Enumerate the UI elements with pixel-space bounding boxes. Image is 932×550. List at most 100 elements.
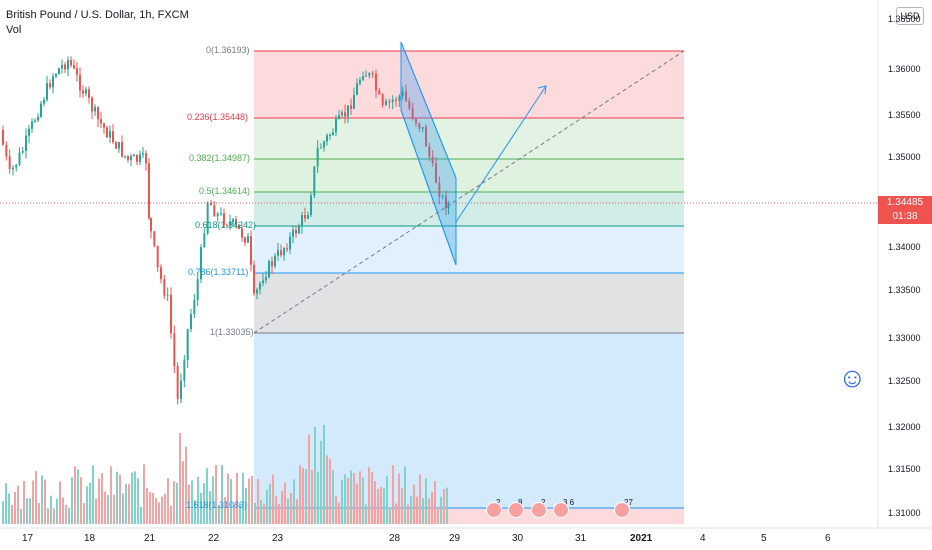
volume-bar: [377, 488, 379, 524]
candle-body: [70, 59, 72, 66]
candle-body: [40, 103, 42, 117]
fib-trend-line[interactable]: [253, 50, 685, 334]
volume-bar: [56, 498, 58, 524]
candle-body: [173, 333, 176, 367]
time-tick-label: 18: [84, 533, 96, 544]
volume-bar: [410, 495, 412, 524]
volume-bar: [155, 498, 157, 524]
candle-body: [301, 214, 303, 227]
candle-body: [259, 283, 261, 290]
volume-bar: [380, 487, 382, 524]
candle-body: [183, 360, 186, 381]
volume-bar: [251, 476, 253, 524]
volume-bar: [131, 472, 133, 524]
volume-bar: [134, 471, 136, 524]
candle-body: [298, 226, 300, 234]
volume-bar: [170, 505, 172, 524]
volume-bar: [158, 502, 160, 524]
candle-body: [356, 83, 358, 95]
event-flag-icon[interactable]: [508, 502, 524, 518]
candle-body: [362, 76, 364, 80]
volume-bar: [125, 483, 127, 524]
volume-bar: [227, 473, 229, 524]
volume-bar: [176, 482, 178, 524]
volume-bar: [47, 508, 49, 524]
volume-bar: [110, 466, 112, 524]
volume-bar: [281, 491, 283, 524]
volume-bar: [230, 479, 232, 524]
fib-level-label: 0(1.36193): [206, 45, 250, 55]
volume-bar: [191, 480, 193, 524]
projection-arrow[interactable]: [455, 85, 547, 223]
volume-bar: [23, 480, 25, 524]
candle-body: [292, 229, 294, 237]
event-count-badge[interactable]: 3 6: [563, 498, 575, 507]
candle-body: [235, 219, 237, 225]
price-tick-label: 1.31500: [888, 464, 921, 474]
candle-body: [127, 155, 129, 160]
candle-body: [347, 105, 349, 117]
fib-level-label: 0.236(1.35448): [187, 112, 249, 122]
event-flag-icon[interactable]: [553, 502, 569, 518]
candle-body: [229, 221, 231, 226]
event-count-badge[interactable]: 27: [624, 498, 633, 507]
candle-body: [304, 214, 306, 219]
event-flag-icon[interactable]: [486, 502, 502, 518]
price-tick-label: 1.36000: [888, 64, 921, 74]
candle-body: [274, 255, 276, 267]
candle-body: [241, 228, 243, 238]
bar-countdown: 01:38: [878, 210, 932, 224]
channel-lower-line[interactable]: [400, 109, 457, 266]
candle-body: [335, 119, 337, 133]
volume-bar: [161, 496, 163, 524]
candle-body: [112, 131, 114, 143]
time-tick-label: 5: [761, 533, 767, 544]
currency-button[interactable]: USD: [896, 7, 924, 25]
candle-body: [295, 229, 297, 234]
candle-body: [320, 147, 322, 149]
candle-body: [12, 167, 14, 170]
volume-bar: [284, 482, 286, 524]
symbol-title[interactable]: British Pound / U.S. Dollar, 1h, FXCM: [6, 9, 189, 21]
fib-zone-0618-0786: [254, 226, 684, 273]
volume-bar: [59, 481, 61, 524]
volume-bar: [236, 473, 238, 524]
candle-body: [415, 118, 417, 124]
candle-body: [145, 153, 147, 164]
volume-bar: [143, 464, 145, 524]
fib-level-label: 0.382(1.34987): [189, 153, 251, 163]
candle-body: [385, 101, 387, 106]
candle-body: [21, 150, 24, 153]
candle-body: [210, 202, 212, 206]
candle-body: [250, 236, 252, 265]
fib-zone-0236-0382: [254, 118, 684, 159]
volume-bar: [398, 473, 400, 524]
smiley-icon[interactable]: ☺: [838, 362, 867, 393]
candle-body: [441, 196, 444, 198]
volume-indicator-label[interactable]: Vol: [6, 24, 22, 36]
volume-bar: [335, 495, 337, 524]
volume-bar: [152, 492, 154, 524]
event-flag-icon[interactable]: [531, 502, 547, 518]
candle-body: [341, 112, 343, 116]
volume-bar: [389, 507, 391, 524]
candle-body: [310, 195, 312, 216]
time-tick-label: 28: [389, 533, 401, 544]
volume-bar: [146, 487, 148, 524]
candle-body: [307, 215, 309, 219]
volume-bar: [257, 478, 259, 524]
event-flag-icon[interactable]: [614, 502, 630, 518]
channel-upper-line[interactable]: [400, 41, 457, 179]
candle-body: [247, 236, 249, 243]
candle-body: [130, 156, 132, 160]
volume-bar: [308, 434, 310, 524]
volume-bar: [326, 455, 328, 524]
volume-bar: [35, 471, 37, 524]
time-tick-label: 29: [449, 533, 461, 544]
volume-bar: [65, 504, 67, 524]
volume-bar: [80, 477, 82, 524]
price-tick-label: 1.33000: [888, 333, 921, 343]
candle-body: [64, 64, 66, 70]
fib-level-label: 1.618(1.31083): [186, 500, 248, 510]
